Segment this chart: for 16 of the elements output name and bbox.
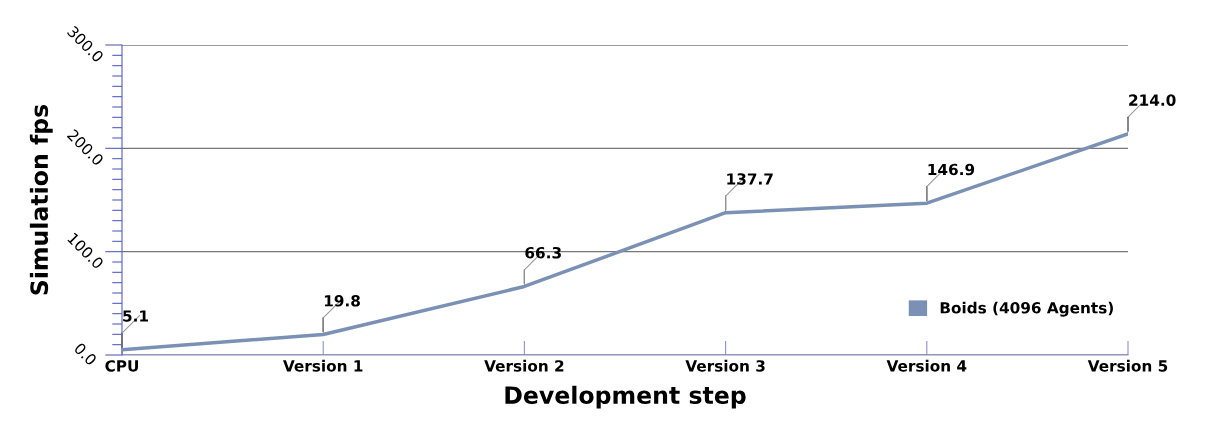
x-tick-label: Version 3 [685,359,765,372]
text: 146.9 [928,163,975,176]
x-tick-label: CPU [105,360,138,372]
text: 66.3 [525,246,561,259]
y-axis-title: Simulation fps [29,104,53,295]
text: 214.0 [1129,94,1176,106]
text: 19.8 [324,295,360,307]
legend-label: Boids (4096 Agents) [940,301,1113,317]
y-tick-label: 0.0 [73,342,98,367]
text: 137.7 [727,173,773,185]
x-axis-title: Development step [505,385,746,409]
x-tick-label: Version 5 [1087,359,1168,372]
x-tick-label: Version 4 [886,359,967,372]
text: 5.1 [123,310,149,322]
x-tick-label: Version 2 [484,359,564,372]
x-tick-label: Version 1 [283,359,363,372]
